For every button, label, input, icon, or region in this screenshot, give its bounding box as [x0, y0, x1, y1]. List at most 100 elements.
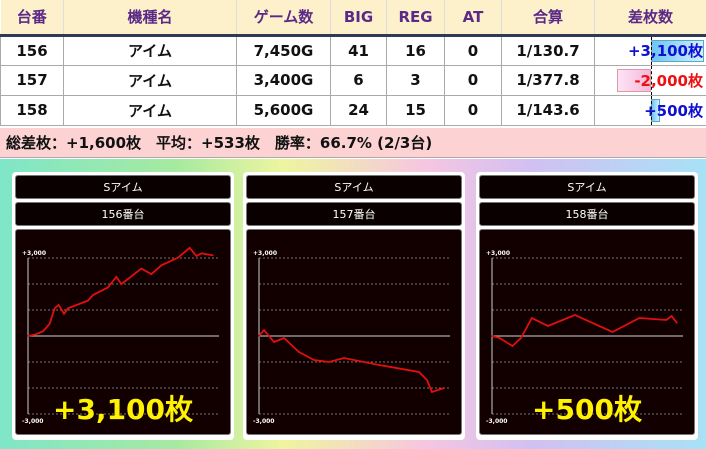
cell-games: 7,450G: [236, 34, 331, 66]
result-label: +3,100枚: [52, 393, 194, 426]
cell-total: 1/377.8: [501, 64, 595, 96]
chart-panel: +3,000 -3,000 +500枚: [479, 229, 695, 435]
data-point: [200, 252, 203, 254]
cell-big: 24: [330, 94, 387, 126]
line-chart: +3,000 -3,000: [253, 250, 450, 425]
cell-no: 156: [0, 34, 64, 66]
col-big: BIG: [330, 0, 387, 37]
data-point: [92, 294, 94, 296]
machine-title: Sアイム: [246, 175, 462, 199]
table-row: 157 アイム 3,400G 6 3 0 1/377.8 -2,000枚: [0, 64, 706, 96]
data-point: [498, 337, 501, 339]
data-point: [258, 335, 260, 337]
data-point: [177, 257, 179, 259]
zero-line: [651, 36, 652, 65]
cell-at: 0: [444, 94, 502, 126]
col-no: 台番: [0, 0, 64, 37]
col-name: 機種名: [63, 0, 237, 37]
zero-line: [651, 65, 652, 95]
data-point: [671, 315, 673, 317]
data-point: [212, 254, 214, 256]
data-point: [378, 364, 380, 366]
cell-name: アイム: [63, 34, 237, 66]
cell-name: アイム: [63, 94, 237, 126]
table-row: 158 アイム 5,600G 24 15 0 1/143.6 +500枚: [0, 94, 706, 126]
machine-title: Sアイム: [15, 175, 231, 199]
cell-games: 3,400G: [236, 64, 331, 96]
data-point: [313, 359, 315, 361]
data-point: [150, 273, 152, 275]
data-point: [547, 325, 549, 327]
data-point: [58, 304, 60, 306]
data-point: [34, 334, 36, 336]
unit-title: 156番台: [15, 202, 231, 226]
table-row: 156 アイム 7,450G 41 16 0 1/130.7 +3,100枚: [0, 34, 706, 66]
cell-big: 6: [330, 64, 387, 96]
data-point: [418, 371, 420, 373]
data-point: [574, 314, 576, 316]
unit-title: 157番台: [246, 202, 462, 226]
y-top-label: +3,000: [253, 250, 277, 257]
data-point: [520, 337, 522, 339]
col-diff: 差枚数: [594, 0, 706, 37]
result-label: +500枚: [532, 393, 642, 426]
cell-no: 158: [0, 94, 64, 126]
cell-total: 1/143.6: [501, 94, 595, 126]
machine-title: Sアイム: [479, 175, 695, 199]
cell-at: 0: [444, 34, 502, 66]
data-point: [343, 357, 345, 359]
cell-big: 41: [330, 34, 387, 66]
data-point: [140, 267, 142, 270]
data-point: [263, 329, 265, 331]
data-point: [328, 361, 330, 363]
data-point: [195, 255, 197, 257]
y-top-label: +3,000: [22, 250, 46, 257]
cell-diff: +3,100枚: [594, 34, 706, 66]
data-point: [87, 300, 89, 302]
y-bottom-label: -3,000: [22, 418, 43, 425]
cell-diff: +500枚: [594, 94, 706, 126]
diff-bar: [616, 68, 651, 92]
cell-no: 157: [0, 64, 64, 96]
chart-card-157番台: Sアイム 157番台 +3,000 -3,000: [243, 172, 465, 440]
cell-reg: 15: [386, 94, 445, 126]
series-line: [491, 314, 678, 348]
y-bottom-label: -3,000: [253, 418, 274, 425]
data-point: [273, 341, 275, 343]
series-line: [27, 246, 214, 337]
data-point: [115, 276, 117, 278]
data-point: [63, 313, 65, 315]
data-point: [426, 379, 428, 381]
unit-title: 158番台: [479, 202, 695, 226]
chart-card-156番台: Sアイム 156番台 +3,000 -3,000 +3,100枚: [12, 172, 234, 440]
cell-reg: 3: [386, 64, 445, 96]
data-point: [189, 247, 191, 249]
chart-panel: +3,000 -3,000: [246, 229, 462, 435]
zero-line: [651, 95, 652, 125]
chart-panel: +3,000 -3,000 +3,100枚: [15, 229, 231, 435]
col-reg: REG: [386, 0, 445, 37]
data-point: [49, 323, 51, 325]
data-point: [283, 337, 285, 339]
y-bottom-label: -3,000: [486, 418, 507, 425]
data-point: [531, 317, 533, 319]
data-point: [54, 307, 56, 309]
col-total: 合算: [501, 0, 595, 37]
line-chart: +3,000 -3,000: [22, 246, 219, 425]
data-point: [665, 319, 667, 321]
data-point: [67, 307, 69, 309]
data-point: [431, 391, 433, 393]
y-top-label: +3,000: [486, 250, 510, 257]
cell-games: 5,600G: [236, 94, 331, 126]
col-at: AT: [444, 0, 502, 37]
data-point: [676, 322, 678, 324]
data-point: [27, 335, 29, 337]
data-point: [491, 335, 493, 337]
line-chart: +3,000 -3,000: [486, 250, 683, 425]
data-point: [120, 283, 122, 285]
cell-total: 1/130.7: [501, 34, 595, 66]
series-line: [258, 328, 445, 394]
diff-value: +500枚: [644, 101, 703, 120]
col-games: ゲーム数: [236, 0, 331, 37]
data-point: [42, 330, 44, 332]
